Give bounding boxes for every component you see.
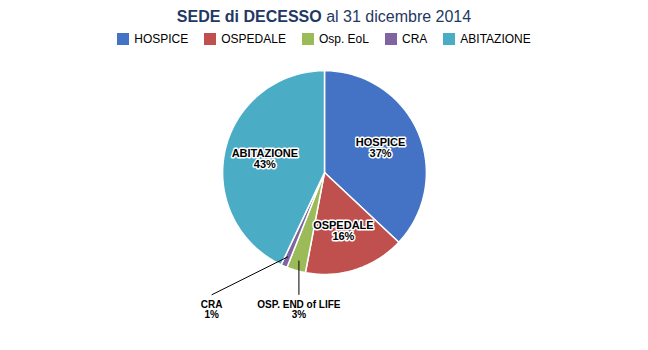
html-text:CRA: CRA bbox=[402, 32, 428, 46]
svg-text:HOSPICE37%: HOSPICE37% bbox=[356, 136, 406, 159]
html-text:OSPEDALE: OSPEDALE bbox=[221, 32, 286, 46]
svg-text:OSP. END of LIFE3%: OSP. END of LIFE3% bbox=[257, 299, 340, 320]
svg-text:ABITAZIONE43%: ABITAZIONE43% bbox=[232, 147, 298, 170]
svg-text:CRA1%: CRA1% bbox=[201, 299, 223, 320]
html-text:HOSPICE: HOSPICE bbox=[134, 32, 189, 46]
svg-text:OSPEDALE16%: OSPEDALE16% bbox=[313, 219, 374, 242]
html-text:SEDE di DECESSO al 31 dicembre: SEDE di DECESSO al 31 dicembre 2014 bbox=[176, 8, 472, 25]
html-text:Osp. EoL: Osp. EoL bbox=[318, 32, 369, 46]
html-text:ABITAZIONE: ABITAZIONE bbox=[460, 32, 531, 46]
